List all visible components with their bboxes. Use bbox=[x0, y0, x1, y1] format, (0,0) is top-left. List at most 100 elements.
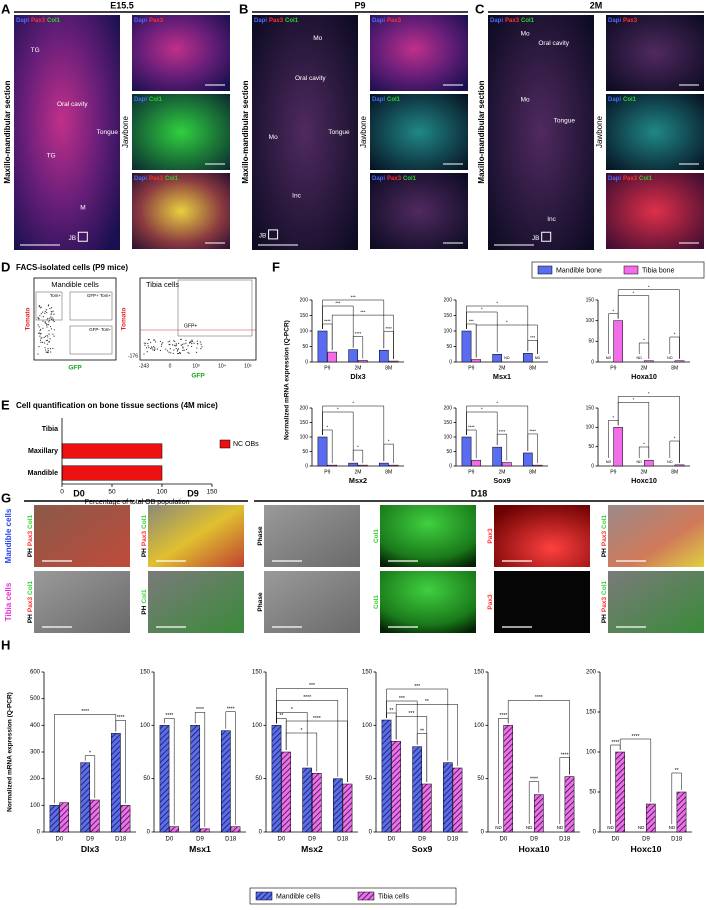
legend-label: Tibia cells bbox=[378, 893, 409, 900]
significance-label: *** bbox=[414, 684, 420, 690]
x-tick-label: 2M bbox=[499, 469, 506, 475]
bar bbox=[471, 459, 482, 467]
stain-word: Col1 bbox=[149, 97, 163, 103]
significance-label: * bbox=[481, 307, 483, 312]
y-tick-label: 500 bbox=[30, 696, 41, 702]
significance-bracket bbox=[352, 449, 364, 464]
chart-title: Msx2 bbox=[301, 844, 323, 854]
event-dot bbox=[191, 345, 193, 348]
significance-label: * bbox=[613, 308, 615, 313]
anatomy-label: M bbox=[80, 204, 85, 211]
anatomy-label: TG bbox=[31, 47, 40, 54]
event-dot bbox=[178, 342, 180, 344]
bar bbox=[61, 443, 163, 459]
x-tick-label: D9 bbox=[530, 837, 538, 843]
gate-label: GFP+ Tom+ bbox=[87, 293, 112, 298]
stain-word: Pax3 bbox=[31, 18, 46, 24]
legend-swatch bbox=[357, 891, 375, 901]
value-label: ND bbox=[606, 356, 612, 360]
y-tick-label: 100 bbox=[362, 723, 373, 729]
significance-label: ** bbox=[675, 768, 679, 774]
event-dot bbox=[187, 351, 189, 354]
x-tick-label: D9 bbox=[308, 837, 316, 843]
bar bbox=[391, 741, 402, 833]
micrograph bbox=[148, 571, 244, 633]
x-tick-label: D0 bbox=[165, 837, 173, 843]
y-tick-label: 150 bbox=[300, 420, 309, 426]
y-tick-label: 0 bbox=[591, 359, 594, 365]
event-dot bbox=[143, 342, 145, 344]
x-tick-label: D0 bbox=[55, 837, 63, 843]
significance-label: *** bbox=[409, 711, 415, 717]
value-label: ND bbox=[557, 825, 564, 830]
bar bbox=[522, 353, 533, 363]
significance-label: **** bbox=[165, 713, 173, 719]
significance-label: * bbox=[496, 301, 498, 306]
micrograph bbox=[380, 505, 476, 567]
y-tick-label: 300 bbox=[30, 750, 41, 756]
chart-title: Msx1 bbox=[189, 844, 211, 854]
event-dot bbox=[47, 304, 50, 306]
stain-label: PHPax3 Col1 bbox=[601, 514, 608, 557]
stain-label: PHPax3 Col1 bbox=[27, 580, 34, 623]
event-dot bbox=[44, 347, 46, 349]
significance-label: * bbox=[301, 728, 303, 734]
stain-word: Dapi bbox=[372, 176, 385, 182]
bar bbox=[80, 762, 91, 833]
significance-bracket bbox=[225, 711, 236, 825]
value-label: ND bbox=[638, 825, 645, 830]
category-label: Maxillary bbox=[28, 448, 58, 455]
stain-label: Dapi Pax3 bbox=[608, 18, 638, 24]
y-tick-label: 50 bbox=[365, 776, 372, 782]
significance-label: **** bbox=[196, 707, 204, 713]
event-dot bbox=[185, 342, 187, 344]
event-dot bbox=[37, 353, 39, 355]
bar bbox=[317, 330, 328, 363]
x-tick-label: 150 bbox=[207, 489, 218, 496]
x-tick-label: 8M bbox=[529, 469, 536, 475]
event-dot bbox=[156, 348, 159, 350]
bar bbox=[317, 436, 328, 467]
event-dot bbox=[53, 329, 55, 331]
y-tick-label: 0 bbox=[259, 830, 263, 836]
y-tick-label: 400 bbox=[30, 723, 41, 729]
y-tick-label: 100 bbox=[252, 723, 263, 729]
event-dot bbox=[169, 343, 171, 345]
event-dot bbox=[45, 351, 47, 353]
event-dot bbox=[38, 305, 41, 307]
event-dot bbox=[47, 351, 49, 353]
micrograph bbox=[608, 505, 704, 567]
bar bbox=[674, 464, 685, 467]
stain-word: PH bbox=[601, 614, 608, 623]
event-dot bbox=[39, 315, 41, 317]
event-dot bbox=[49, 308, 51, 310]
event-dot bbox=[169, 348, 171, 350]
value-label: ND bbox=[636, 460, 642, 464]
y-tick-label: 100 bbox=[444, 328, 453, 334]
significance-label: * bbox=[643, 338, 645, 343]
anatomy-label: Tongue bbox=[554, 117, 576, 124]
y-tick-label: 50 bbox=[589, 790, 596, 796]
y-tick-label: 50 bbox=[302, 344, 308, 350]
bar bbox=[501, 462, 512, 467]
y-tick-label: 200 bbox=[300, 405, 309, 411]
y-tick-label: 100 bbox=[586, 425, 595, 431]
inset-image bbox=[606, 94, 704, 170]
event-dot bbox=[190, 341, 192, 343]
event-dot bbox=[37, 316, 39, 319]
event-dot bbox=[147, 339, 150, 341]
bar bbox=[461, 330, 472, 363]
x-tick-label: P9 bbox=[324, 469, 330, 475]
inset-image bbox=[370, 94, 468, 170]
panel-title: E15.5 bbox=[110, 0, 134, 10]
event-dot bbox=[47, 348, 49, 350]
stain-word: Dapi bbox=[608, 18, 621, 24]
bar bbox=[452, 767, 463, 833]
significance-bracket bbox=[475, 324, 538, 358]
significance-bracket bbox=[164, 718, 175, 825]
bar bbox=[110, 733, 121, 833]
bar bbox=[615, 751, 626, 833]
bar bbox=[378, 462, 389, 467]
event-dot bbox=[46, 339, 49, 341]
stain-word: PH bbox=[27, 614, 34, 623]
